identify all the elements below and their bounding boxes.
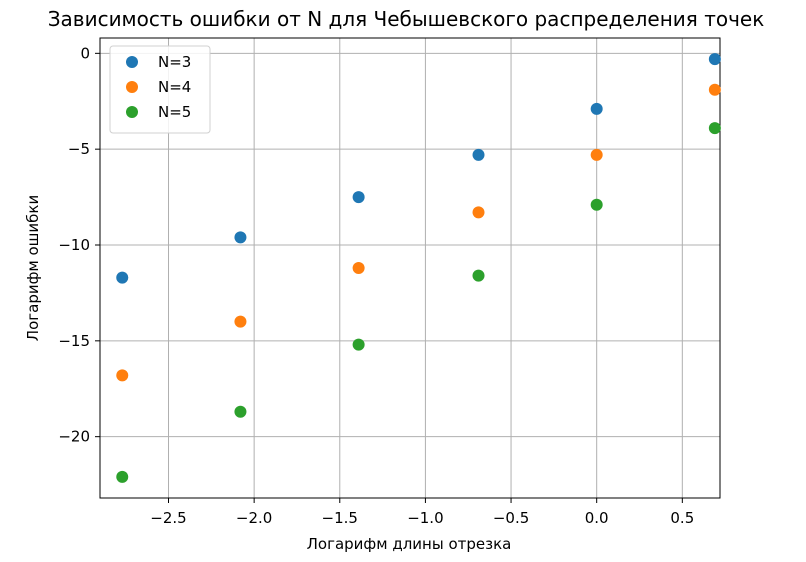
- point-n-3: [352, 191, 365, 204]
- point-n-4: [234, 315, 247, 328]
- point-n-4: [116, 369, 129, 382]
- legend-marker: [126, 56, 138, 68]
- point-n-5: [234, 405, 247, 418]
- legend-label: N=3: [158, 53, 191, 71]
- x-axis-label: Логарифм длины отрезка: [307, 535, 512, 553]
- point-n-3: [116, 271, 129, 284]
- point-n-5: [708, 122, 721, 135]
- x-tick-label: 0.5: [670, 509, 694, 527]
- point-n-3: [590, 102, 603, 115]
- point-n-5: [116, 470, 129, 483]
- y-tick-label: −20: [58, 428, 90, 446]
- legend-label: N=4: [158, 78, 191, 96]
- point-n-4: [590, 148, 603, 161]
- x-tick-label: −1.5: [322, 509, 358, 527]
- plot-frame: [99, 37, 721, 499]
- y-tick-label: −10: [58, 236, 90, 254]
- y-tick-label: 0: [80, 44, 90, 62]
- y-axis-label: Логарифм ошибки: [24, 195, 42, 341]
- data-points: [116, 53, 721, 483]
- point-n-3: [708, 53, 721, 66]
- x-tick-label: −2.5: [150, 509, 186, 527]
- x-axis-ticks: −2.5 −2.0 −1.5 −1.0 −0.5 0.0 0.5: [150, 498, 694, 527]
- legend-marker: [126, 106, 138, 118]
- point-n-4: [472, 206, 485, 219]
- point-n-4: [352, 262, 365, 274]
- point-n-3: [234, 231, 247, 244]
- x-tick-label: −0.5: [493, 509, 529, 527]
- point-n-5: [352, 338, 365, 351]
- point-n-3: [472, 148, 485, 161]
- x-tick-label: −2.0: [236, 509, 272, 527]
- point-n-4: [708, 83, 721, 96]
- point-n-5: [590, 198, 603, 211]
- point-n-5: [472, 269, 485, 282]
- x-tick-label: 0.0: [585, 509, 609, 527]
- legend-label: N=5: [158, 103, 191, 121]
- y-tick-label: −5: [68, 140, 90, 158]
- chart-title: Зависимость ошибки от N для Чебышевского…: [48, 7, 765, 31]
- y-axis-ticks: 0 −5 −10 −15 −20: [58, 44, 100, 446]
- x-tick-label: −1.0: [407, 509, 443, 527]
- axes-frame: [99, 37, 721, 499]
- y-tick-label: −15: [58, 332, 90, 350]
- legend: N=3 N=4 N=5: [109, 45, 211, 134]
- legend-marker: [126, 81, 138, 93]
